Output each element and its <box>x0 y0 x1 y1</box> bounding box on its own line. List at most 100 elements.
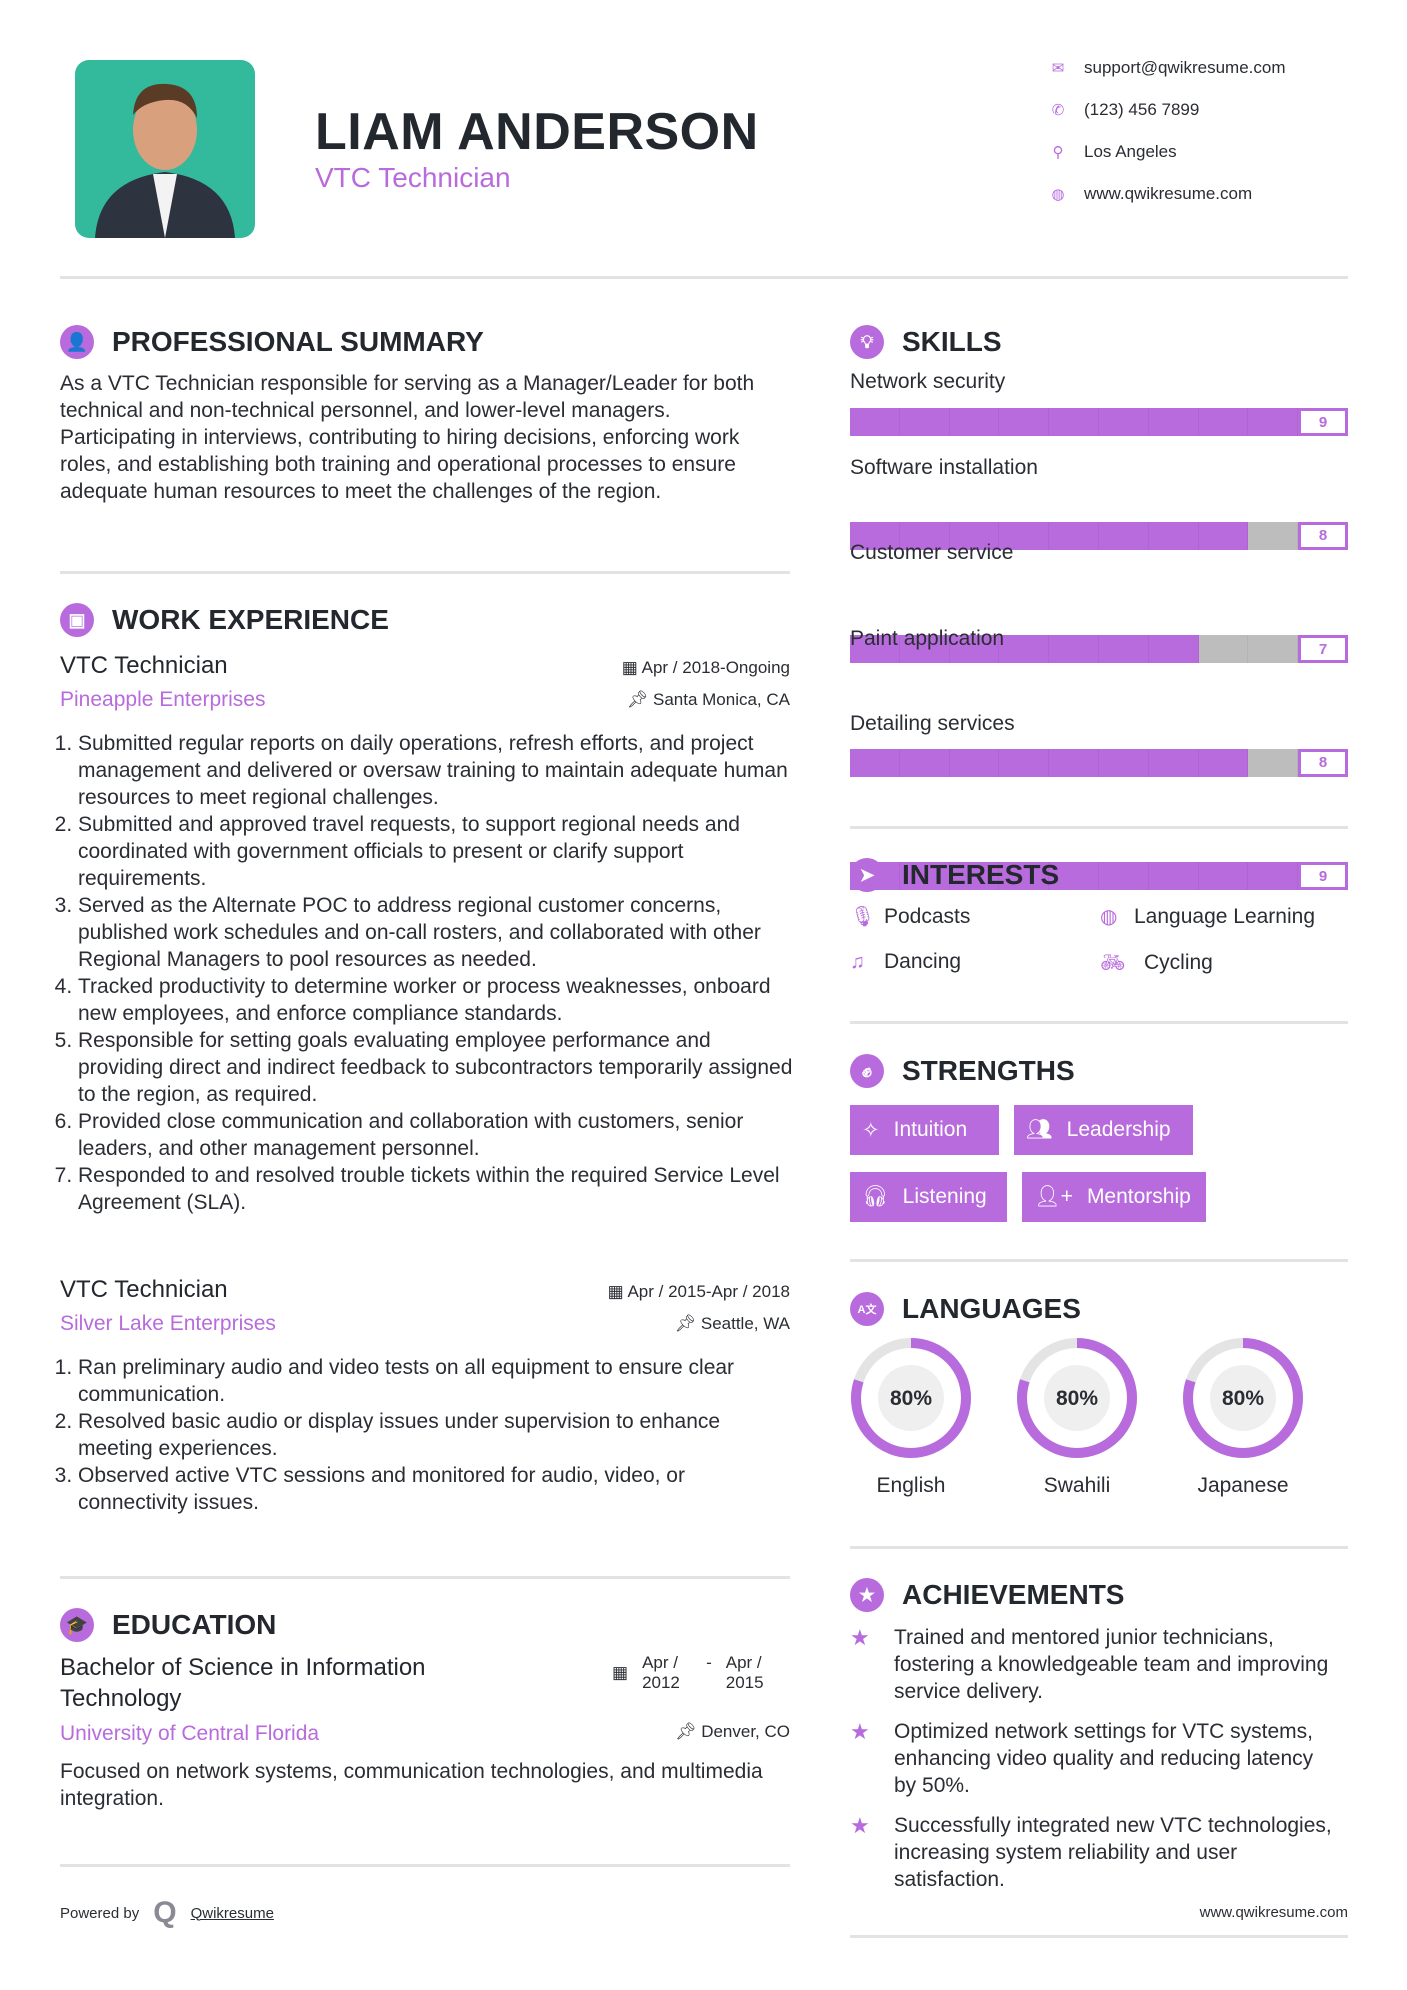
language-donut: 80% <box>851 1338 971 1458</box>
skill-segment <box>850 635 900 663</box>
skill-segment <box>1049 635 1099 663</box>
skill-level: 9 <box>1298 862 1348 890</box>
company-name: Silver Lake Enterprises <box>60 1312 276 1335</box>
skill-segment <box>1198 748 1249 777</box>
bicycle-icon: 🚲︎ <box>1100 952 1126 974</box>
globe-icon: ◍ <box>1051 186 1065 203</box>
skill-segment <box>1248 748 1299 777</box>
company-name: Pineapple Enterprises <box>60 688 266 711</box>
languages-heading: A文 LANGUAGES <box>850 1292 1081 1326</box>
skill-segment <box>1098 408 1149 436</box>
skill-segment <box>899 635 950 663</box>
website-text: www.qwikresume.com <box>1084 184 1253 203</box>
skill-segment <box>850 521 900 550</box>
skill-segment <box>999 748 1050 777</box>
skill-segment <box>1248 635 1299 663</box>
responsibility-item: Responsible for setting goals evaluating… <box>78 1027 795 1108</box>
achievement-item: ★ Trained and mentored junior technicians… <box>850 1625 1329 1703</box>
skill-segment <box>1098 862 1149 890</box>
language-icon: A文 <box>850 1292 884 1326</box>
skills-heading: 💡︎ SKILLS <box>850 325 1002 359</box>
skill-bar: 8 <box>850 748 1348 777</box>
skill-segment <box>1049 748 1099 777</box>
skill-segment <box>1098 748 1149 777</box>
user-icon: 👤 <box>60 325 94 359</box>
donut-fill <box>851 1338 971 1458</box>
responsibility-item: Responded to and resolved trouble ticket… <box>78 1162 795 1216</box>
language-name: English <box>876 1474 946 1497</box>
shooting-star-icon: ★ <box>850 1625 870 1650</box>
summary-heading: 👤 PROFESSIONAL SUMMARY <box>60 325 484 359</box>
envelope-icon: ✉ <box>1051 60 1065 77</box>
phone-text: (123) 456 7899 <box>1084 100 1200 119</box>
skill-segment <box>1049 408 1099 436</box>
skill-segment <box>999 408 1050 436</box>
donut-fill <box>1183 1338 1303 1458</box>
skill-segment <box>1049 521 1099 550</box>
skill-segment <box>949 862 1000 890</box>
skill-name: Detailing services <box>850 712 1015 735</box>
skill-segment <box>949 521 1000 550</box>
achievements-heading: ★ ACHIEVEMENTS <box>850 1578 1124 1612</box>
users-icon: 👥︎ <box>1026 1118 1053 1141</box>
skill-segment <box>1198 521 1249 550</box>
language-percent: 80% <box>1222 1387 1264 1410</box>
divider <box>850 1546 1348 1549</box>
strength-chip: ✧ Intuition <box>850 1105 999 1155</box>
language-name: Swahili <box>1043 1474 1111 1497</box>
location-text: Los Angeles <box>1084 142 1177 161</box>
education-heading: 🎓 EDUCATION <box>60 1608 276 1642</box>
skill-level: 7 <box>1298 635 1348 663</box>
skill-segment <box>899 521 950 550</box>
job-location: 📌︎ Seattle, WA <box>674 1314 790 1333</box>
magic-wand-icon: ✧ <box>862 1118 880 1142</box>
language-donut: 80% <box>1017 1338 1137 1458</box>
globe-icon: ◍ <box>1100 906 1118 928</box>
skill-segment <box>1248 862 1299 890</box>
skill-segment <box>1148 748 1199 777</box>
divider <box>850 1021 1348 1024</box>
language-percent: 80% <box>890 1387 932 1410</box>
skill-bar: 7 <box>850 635 1348 663</box>
education-date: ▦ Apr / 2012 - Apr / 2015 <box>612 1653 764 1692</box>
candidate-name: LIAM ANDERSON <box>315 103 759 161</box>
skill-segment <box>1098 521 1149 550</box>
summary-text: As a VTC Technician responsible for serv… <box>60 372 755 503</box>
powered-by: Powered by Q Qwikresume <box>60 1896 274 1929</box>
skill-segment <box>1098 635 1149 663</box>
skill-bar: 9 <box>850 862 1348 890</box>
skill-segment <box>850 748 900 777</box>
headphones-icon: 🎧︎ <box>862 1185 889 1208</box>
contact-website[interactable]: ◍ www.qwikresume.com <box>1050 184 1252 204</box>
skill-level: 9 <box>1298 408 1348 436</box>
pin-icon: 📌︎ <box>674 1722 702 1741</box>
skill-segment <box>899 862 950 890</box>
job-date: ▦ Apr / 2018-Ongoing <box>621 658 790 677</box>
responsibility-item: Served as the Alternate POC to address r… <box>78 892 795 973</box>
header-divider <box>60 276 1348 279</box>
user-plus-icon: 👤︎+ <box>1034 1185 1073 1208</box>
interests-heading: ➤ INTERESTS <box>850 858 1059 892</box>
skill-segment <box>1049 862 1099 890</box>
skill-segment <box>1198 635 1249 663</box>
skill-segment <box>1248 408 1299 436</box>
strength-chip: 🎧︎ Listening <box>850 1172 1007 1222</box>
skill-bar: 8 <box>850 521 1348 550</box>
skill-segment <box>1148 408 1199 436</box>
profile-photo <box>75 60 255 238</box>
contact-phone: ✆ (123) 456 7899 <box>1050 100 1200 120</box>
microphone-icon: 🎙︎ <box>850 906 876 928</box>
footer-url[interactable]: www.qwikresume.com <box>1199 1904 1348 1921</box>
skill-segment <box>1198 408 1249 436</box>
responsibility-item: Ran preliminary audio and video tests on… <box>78 1354 795 1408</box>
contact-email[interactable]: ✉ support@qwikresume.com <box>1050 58 1286 78</box>
shooting-star-icon: ★ <box>850 1813 870 1838</box>
language-name: Japanese <box>1197 1474 1289 1497</box>
paper-plane-icon: ➤ <box>850 858 884 892</box>
qwikresume-link[interactable]: Qwikresume <box>190 1904 274 1922</box>
calendar-icon: ▦ <box>612 1663 629 1682</box>
divider <box>60 571 790 574</box>
skill-name: Customer service <box>850 541 1014 564</box>
experience-heading: ▣ WORK EXPERIENCE <box>60 603 389 637</box>
achievement-item: ★ Optimized network settings for VTC syst… <box>850 1719 1314 1797</box>
